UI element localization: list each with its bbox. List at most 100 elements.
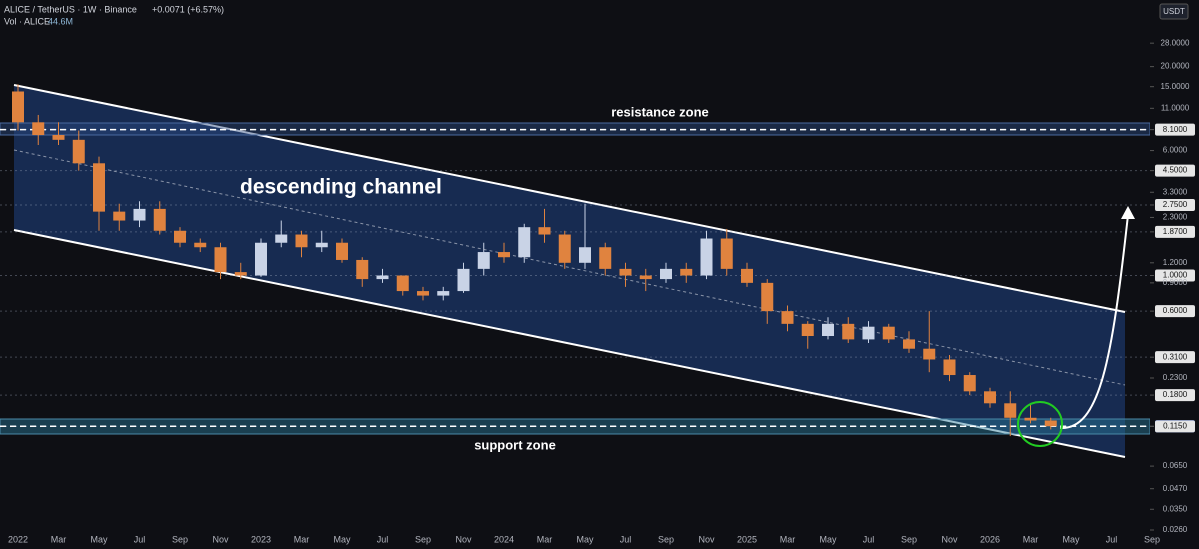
x-tick-label: Mar [780, 534, 796, 544]
currency-box [1159, 3, 1189, 20]
projection-arrow [1059, 214, 1129, 430]
channel-fill [14, 85, 1125, 457]
y-tick-label: 28.0000 [1161, 38, 1190, 47]
candle-body [153, 208, 166, 231]
candle-body [741, 268, 753, 283]
candle-body [437, 291, 450, 296]
candle-body [903, 339, 915, 349]
y-tick-label: 1.2000 [1163, 258, 1188, 267]
candle-body [336, 242, 348, 260]
tick-box [1155, 351, 1195, 364]
y-tick-label: 0.1800 [1163, 390, 1188, 399]
y-tick-label: 2.7500 [1163, 200, 1188, 209]
y-tick-label: 8.1000 [1163, 125, 1188, 134]
x-tick-label: Jul [134, 534, 146, 544]
candle-body [619, 268, 632, 276]
candle-body [660, 268, 672, 280]
x-tick-label: May [1062, 534, 1080, 544]
y-tick-label: 2.3000 [1163, 213, 1188, 222]
candle-body [720, 238, 733, 269]
candle-body [174, 230, 186, 243]
y-tick-label: 0.0650 [1163, 461, 1188, 470]
y-tick-label: 1.0000 [1163, 271, 1188, 280]
candle-body [984, 391, 996, 404]
tick-box [1155, 198, 1195, 211]
currency: USDT [1163, 7, 1185, 16]
x-tick-label: May [333, 534, 351, 544]
candle-body [518, 227, 531, 258]
highlight-circle [1017, 401, 1063, 447]
candle-body [1024, 417, 1037, 421]
candle-body [255, 242, 267, 276]
y-tick-label: 0.0470 [1163, 484, 1188, 493]
candle-body [93, 163, 105, 212]
x-tick-label: 2026 [980, 534, 1000, 544]
y-tick-label: 0.9000 [1163, 278, 1188, 287]
candle-body [1004, 403, 1017, 418]
candle-body [214, 247, 227, 273]
x-tick-label: Nov [212, 534, 229, 544]
y-tick-label: 11.0000 [1161, 103, 1190, 112]
candle-body [579, 247, 591, 263]
candle-body [113, 211, 126, 221]
x-tick-label: Jul [620, 534, 632, 544]
candle-body [315, 242, 328, 248]
x-tick-label: Jul [377, 534, 389, 544]
candle-body [639, 275, 652, 280]
candle-body [52, 135, 65, 140]
tick-box [1155, 225, 1195, 238]
candle-body [133, 208, 146, 221]
candle-body [72, 139, 85, 164]
candle-body [761, 282, 774, 312]
candle-body [599, 247, 612, 269]
candle-body [356, 259, 369, 280]
x-tick-label: Sep [658, 534, 674, 544]
candle-body [842, 323, 855, 340]
x-tick-label: Sep [901, 534, 917, 544]
y-tick-label: 0.2300 [1163, 373, 1188, 382]
x-tick-label: Mar [51, 534, 67, 544]
y-tick-label: 1.8700 [1163, 227, 1188, 236]
candle-body [943, 359, 956, 376]
y-tick-label: 20.0000 [1161, 62, 1190, 71]
x-tick-label: May [576, 534, 594, 544]
y-tick-label: 3.3000 [1163, 187, 1188, 196]
y-tick-label: 15.0000 [1161, 82, 1190, 91]
candle-body [376, 275, 389, 280]
y-tick-label: 0.6000 [1163, 306, 1188, 315]
x-tick-label: Mar [1023, 534, 1039, 544]
x-tick-label: Jul [863, 534, 875, 544]
candle-body [396, 275, 409, 292]
candle-body [295, 234, 308, 248]
x-tick-label: Mar [294, 534, 310, 544]
candle-body [477, 252, 490, 269]
candle-body [12, 91, 24, 123]
candle-body [32, 122, 45, 136]
arrow-head [1121, 206, 1135, 219]
annotation: resistance zone [611, 104, 709, 119]
y-tick-label: 6.0000 [1163, 146, 1188, 155]
chart-subtitle: +0.0071 (+6.57%) [152, 4, 224, 14]
x-tick-label: Nov [698, 534, 715, 544]
x-tick-label: May [90, 534, 108, 544]
candle-body [862, 326, 875, 340]
candle-body [822, 323, 834, 337]
tick-box [1155, 389, 1195, 402]
x-tick-label: Sep [415, 534, 431, 544]
y-tick-label: 0.0260 [1163, 525, 1188, 534]
x-tick-label: Sep [1144, 534, 1160, 544]
y-tick-label: 0.3100 [1163, 352, 1188, 361]
tick-box [1155, 123, 1195, 136]
volume-value: 44.6M [48, 16, 73, 26]
candle-body [1044, 420, 1057, 427]
tick-box [1155, 269, 1195, 282]
x-tick-label: 2024 [494, 534, 514, 544]
candle-body [558, 234, 571, 263]
tick-box [1155, 164, 1195, 177]
annotation: descending channel [240, 176, 442, 199]
x-tick-label: May [819, 534, 837, 544]
tick-box [1155, 305, 1195, 318]
annotation: support zone [474, 437, 556, 452]
time-axis [0, 530, 1199, 549]
